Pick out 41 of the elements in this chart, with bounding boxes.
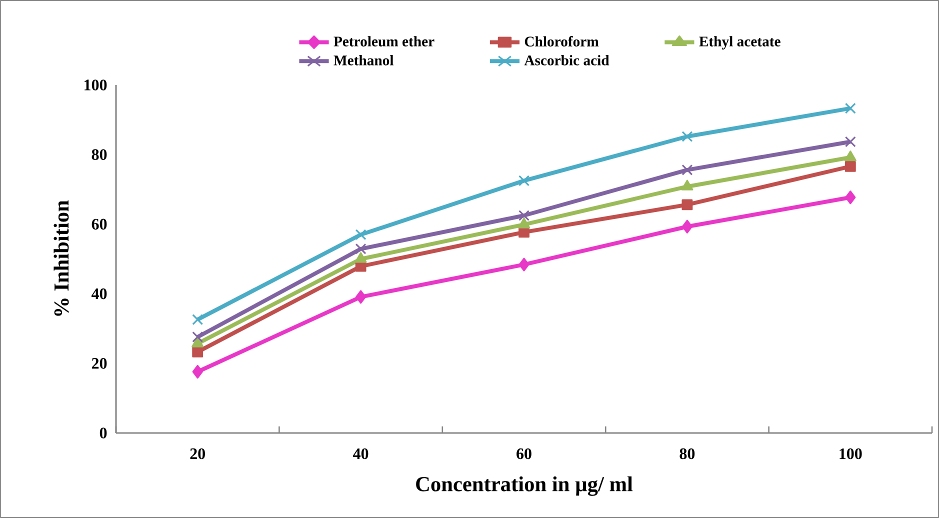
point	[682, 220, 693, 234]
y-tick-label: 80	[92, 149, 107, 160]
point	[845, 190, 856, 204]
point	[518, 218, 530, 228]
point	[192, 314, 204, 326]
point	[518, 258, 530, 272]
point	[192, 336, 204, 348]
point	[844, 102, 856, 114]
x-tick-label: 80	[680, 448, 695, 460]
x-tick-label: 60	[516, 448, 532, 460]
point	[681, 180, 694, 190]
legend-label: Ethyl acetate	[699, 36, 780, 50]
x-tick-label: 40	[353, 448, 368, 460]
legend-label: Chloroform	[524, 36, 599, 47]
point	[192, 364, 203, 379]
point	[192, 331, 204, 342]
point	[518, 210, 530, 222]
legend-label: Ascorbic acid	[524, 55, 610, 66]
point	[844, 160, 856, 172]
point	[355, 229, 366, 240]
point	[682, 164, 693, 176]
y-tick-label: 100	[84, 80, 107, 90]
y-tick-label: 20	[92, 358, 107, 369]
legend-label: Methanol	[334, 55, 394, 66]
point	[682, 199, 693, 210]
point	[844, 136, 856, 148]
point	[844, 150, 856, 162]
y-axis-title: % Inhibition	[54, 200, 69, 316]
x-tick-label: 100	[840, 448, 862, 460]
x-tick-label: 20	[190, 448, 205, 460]
point	[356, 290, 366, 304]
legend-label: Petroleum ether	[334, 36, 434, 46]
point	[354, 252, 367, 263]
point	[682, 130, 693, 142]
x-axis-title: Concentration in µg/ ml	[416, 476, 633, 496]
y-tick-label: 40	[92, 288, 107, 300]
point	[355, 243, 366, 254]
y-tick-label: 0	[100, 428, 107, 438]
y-tick-label: 60	[92, 218, 107, 230]
point	[192, 346, 204, 358]
point	[518, 175, 530, 186]
